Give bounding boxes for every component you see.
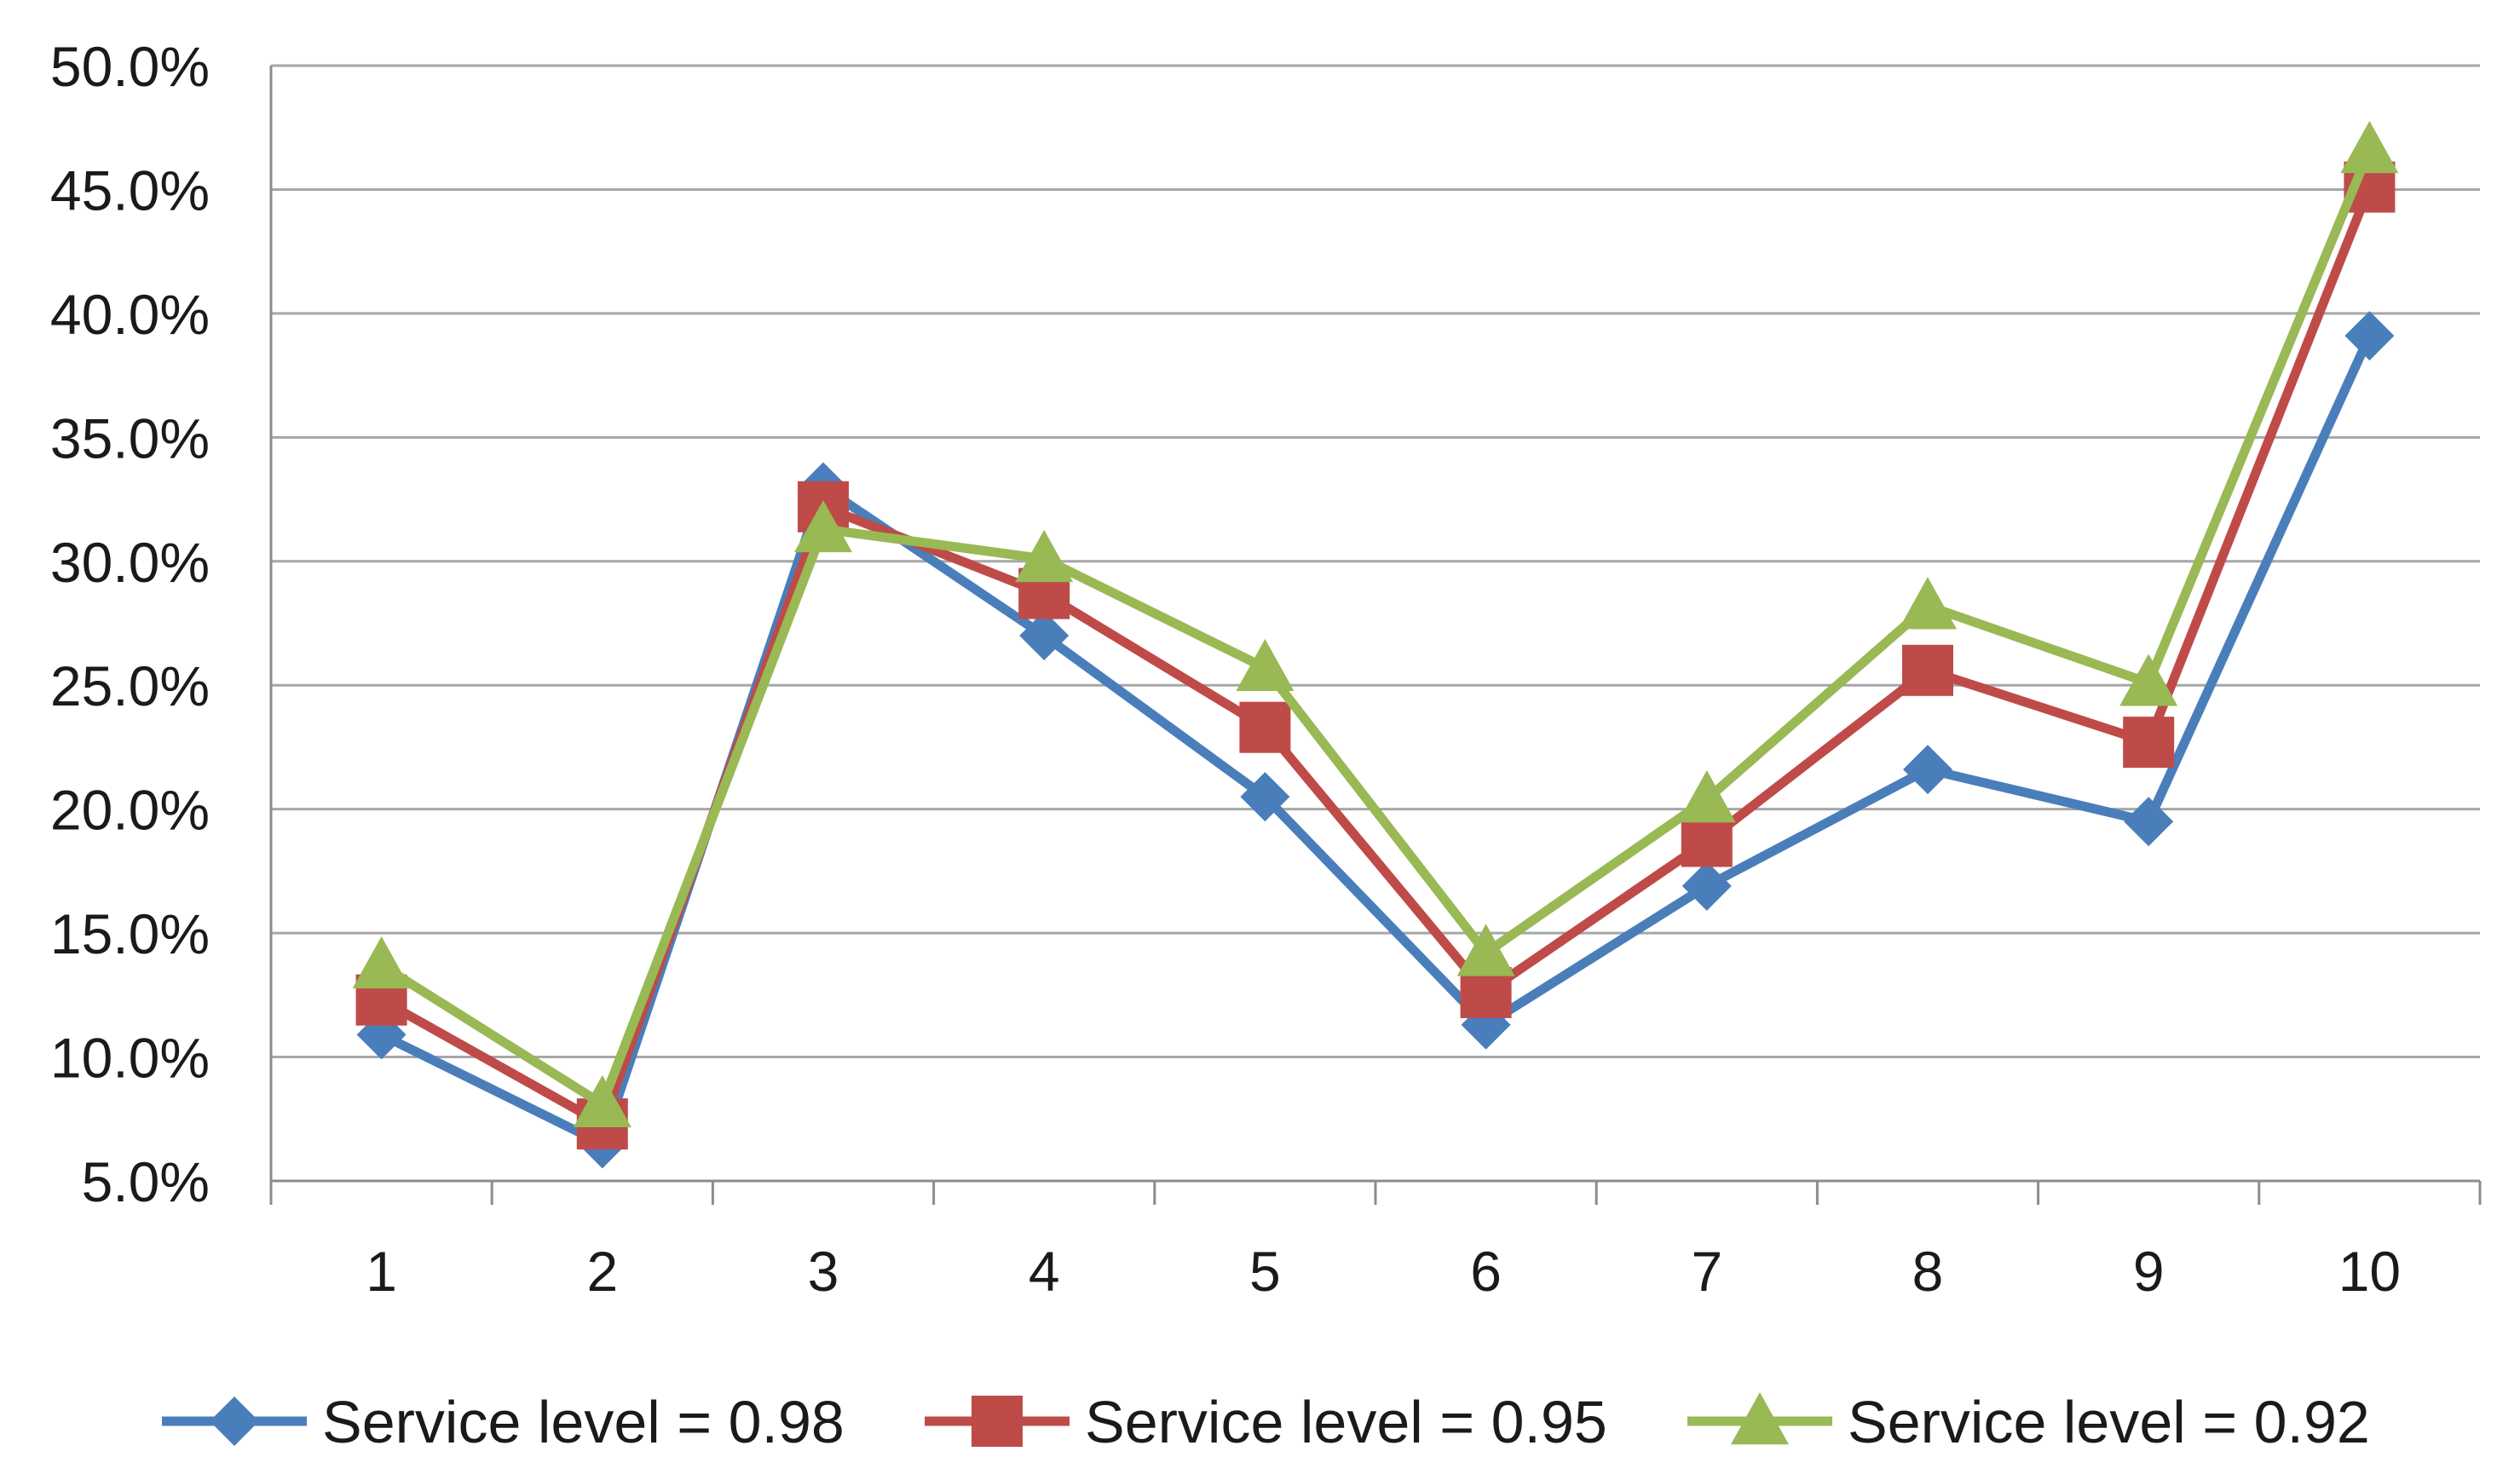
diamond-marker <box>2344 311 2395 361</box>
legend-label: Service level = 0.92 <box>1848 1389 2370 1455</box>
y-tick-label: 35.0% <box>50 406 210 469</box>
triangle-marker <box>1899 577 1957 630</box>
diamond-marker <box>2124 797 2174 847</box>
x-tick-label: 8 <box>1912 1240 1944 1303</box>
triangle-marker <box>2119 654 2178 706</box>
triangle-marker <box>1677 770 1736 823</box>
x-tick-label: 5 <box>1249 1240 1281 1303</box>
diamond-marker <box>1240 772 1290 822</box>
y-tick-label: 10.0% <box>50 1027 210 1090</box>
x-axis-tick-labels: 1 2 3 4 5 6 7 8 9 10 <box>366 1240 2401 1303</box>
x-tick-label: 9 <box>2133 1240 2165 1303</box>
series-2 <box>355 161 2396 1150</box>
x-tick-label: 7 <box>1691 1240 1722 1303</box>
y-tick-label: 45.0% <box>50 158 210 222</box>
triangle-marker <box>352 936 411 989</box>
diamond-marker <box>1903 745 1952 795</box>
square-marker <box>2123 717 2175 769</box>
plot-area-series <box>352 120 2399 1169</box>
triangle-marker <box>2340 120 2399 174</box>
triangle-marker <box>794 499 852 553</box>
x-tick-label: 1 <box>366 1240 397 1303</box>
triangle-marker <box>1731 1392 1789 1445</box>
legend-label: Service level = 0.98 <box>322 1389 845 1455</box>
y-tick-label: 40.0% <box>50 283 210 346</box>
square-marker <box>1681 815 1733 867</box>
y-tick-label: 20.0% <box>50 779 210 842</box>
y-tick-label: 25.0% <box>50 654 210 717</box>
x-axis <box>269 66 2482 1205</box>
legend-item: Service level = 0.95 <box>925 1389 1607 1455</box>
y-axis-tick-labels: 5.0% 10.0% 15.0% 20.0% 25.0% 30.0% 35.0% 40.0% 4… <box>50 35 210 1213</box>
x-tick-label: 10 <box>2338 1240 2401 1303</box>
legend-label: Service level = 0.95 <box>1085 1389 1607 1455</box>
triangle-marker <box>1015 529 1074 583</box>
triangle-marker <box>1236 638 1295 692</box>
x-tick-label: 6 <box>1470 1240 1502 1303</box>
series-line <box>378 147 2374 1109</box>
x-tick-label: 2 <box>586 1240 618 1303</box>
square-marker <box>1239 701 1291 753</box>
series-1 <box>356 311 2395 1169</box>
diamond-marker <box>1681 861 1732 911</box>
series-3 <box>352 120 2399 1128</box>
triangle-marker <box>1456 924 1515 976</box>
y-tick-label: 15.0% <box>50 902 210 965</box>
x-tick-label: 4 <box>1029 1240 1060 1303</box>
diamond-marker <box>1019 611 1070 661</box>
y-tick-label: 5.0% <box>82 1150 210 1213</box>
y-tick-label: 30.0% <box>50 531 210 594</box>
legend: Service level = 0.98 Service level = 0.95… <box>162 1389 2370 1455</box>
y-tick-label: 50.0% <box>50 35 210 98</box>
square-marker <box>972 1396 1023 1447</box>
legend-item: Service level = 0.98 <box>162 1389 845 1455</box>
diamond-marker <box>210 1396 259 1446</box>
gridlines <box>271 64 2480 1059</box>
square-marker <box>1902 644 1953 696</box>
legend-item: Service level = 0.92 <box>1687 1389 2370 1455</box>
series-line <box>379 333 2374 1149</box>
triangle-marker <box>573 1074 631 1128</box>
x-tick-label: 3 <box>808 1240 839 1303</box>
